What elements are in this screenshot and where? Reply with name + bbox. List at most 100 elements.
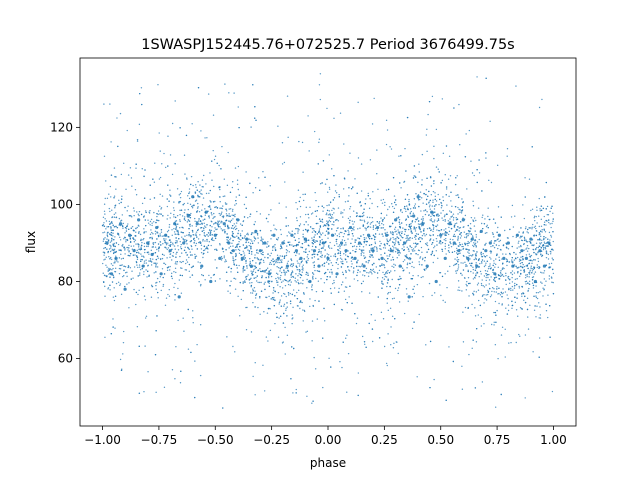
data-point <box>449 238 452 241</box>
data-point <box>305 241 307 243</box>
data-point <box>516 234 518 236</box>
data-point <box>179 246 182 248</box>
data-point <box>459 221 462 223</box>
data-point <box>302 267 304 269</box>
data-point <box>519 237 521 239</box>
data-point <box>188 256 190 259</box>
data-point <box>451 205 453 207</box>
data-point <box>109 250 112 253</box>
data-point <box>179 213 181 216</box>
data-point <box>444 245 446 248</box>
data-point <box>472 200 474 202</box>
data-point <box>328 188 331 190</box>
data-point <box>126 239 129 241</box>
data-point <box>307 259 309 261</box>
data-point <box>313 261 316 263</box>
data-point <box>318 230 321 232</box>
data-point <box>391 222 394 225</box>
data-point <box>123 238 125 240</box>
data-point <box>482 285 484 287</box>
data-point <box>474 307 476 309</box>
data-point <box>516 278 518 280</box>
data-point <box>127 266 129 269</box>
data-point <box>430 218 433 220</box>
data-point <box>144 219 147 221</box>
data-point <box>397 248 399 250</box>
data-point <box>103 281 105 284</box>
data-point <box>422 216 424 218</box>
data-point <box>245 241 248 243</box>
data-point <box>518 258 521 260</box>
data-point <box>353 256 357 260</box>
data-point <box>413 321 415 323</box>
data-point <box>239 281 242 284</box>
data-point <box>225 249 227 251</box>
data-point <box>272 292 274 294</box>
data-point <box>104 336 106 339</box>
data-point <box>114 212 117 214</box>
data-point <box>320 252 322 254</box>
data-point <box>497 238 499 240</box>
data-point <box>552 220 554 223</box>
data-point <box>279 229 282 231</box>
data-point <box>302 193 304 196</box>
data-point <box>452 213 455 215</box>
data-point <box>397 229 399 231</box>
data-point <box>449 265 451 268</box>
data-point <box>113 299 116 302</box>
data-point <box>467 276 470 279</box>
data-point <box>526 231 528 233</box>
data-point <box>149 260 152 263</box>
data-point <box>472 250 474 252</box>
data-point <box>464 277 466 279</box>
data-point <box>449 175 452 177</box>
data-point <box>428 206 431 208</box>
data-point <box>204 137 206 139</box>
data-point <box>490 250 492 252</box>
data-point <box>157 297 159 299</box>
data-point <box>387 291 390 294</box>
data-point <box>289 279 291 281</box>
data-point <box>150 264 153 266</box>
data-point <box>381 264 383 267</box>
data-point <box>409 262 411 265</box>
data-point <box>393 238 395 240</box>
data-point <box>213 158 216 161</box>
data-point <box>231 242 233 244</box>
data-point <box>236 271 239 274</box>
data-point <box>494 280 496 283</box>
data-point <box>445 188 448 190</box>
data-point <box>445 239 447 242</box>
data-point <box>277 276 279 279</box>
data-point <box>179 382 182 384</box>
data-point <box>296 260 299 262</box>
data-point <box>291 244 293 246</box>
data-point <box>321 256 323 258</box>
data-point <box>297 275 299 277</box>
data-point <box>276 238 278 240</box>
data-point <box>313 356 315 359</box>
data-point <box>235 264 238 267</box>
data-point <box>165 238 167 240</box>
data-point <box>156 212 158 215</box>
data-point <box>305 213 307 216</box>
data-point <box>105 241 107 243</box>
data-point <box>480 222 483 225</box>
data-point <box>310 286 313 288</box>
data-point <box>445 228 447 230</box>
data-point <box>208 215 210 217</box>
data-point <box>450 242 452 245</box>
data-point <box>232 235 234 238</box>
data-point <box>298 237 300 240</box>
data-point <box>245 306 247 309</box>
data-point <box>489 265 491 267</box>
data-point <box>252 270 255 272</box>
data-point <box>336 258 339 260</box>
data-point <box>542 264 547 268</box>
data-point <box>483 275 486 277</box>
data-point <box>327 268 329 271</box>
data-point <box>422 224 424 227</box>
data-point <box>525 254 528 256</box>
data-point <box>328 219 331 222</box>
data-point <box>382 198 385 201</box>
